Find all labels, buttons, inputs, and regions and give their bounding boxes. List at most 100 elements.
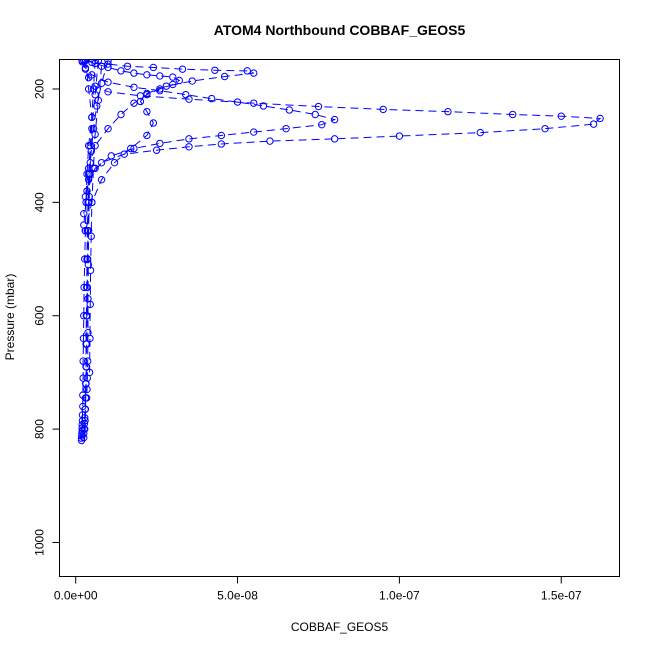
x-axis: 0.0e+00 5.0e-08 1.0e-07 1.5e-07 xyxy=(54,576,582,603)
data-point xyxy=(88,71,96,79)
data-point xyxy=(330,135,339,143)
data-point xyxy=(152,146,161,154)
data-point xyxy=(130,83,138,91)
data-point xyxy=(156,72,164,80)
data-point xyxy=(185,143,193,151)
data-point xyxy=(444,107,452,116)
data-point xyxy=(220,72,229,81)
data-point xyxy=(85,368,94,377)
data-point xyxy=(127,144,135,153)
data-point xyxy=(211,66,219,74)
data-point xyxy=(81,405,90,413)
series-line xyxy=(86,60,99,398)
data-point xyxy=(91,130,99,139)
data-point xyxy=(82,380,90,388)
y-axis: 200 400 600 800 1000 xyxy=(33,79,60,556)
data-point xyxy=(178,65,187,73)
data-point xyxy=(97,79,106,88)
data-point xyxy=(250,69,258,77)
chart-title: ATOM4 Northbound COBBAF_GEOS5 xyxy=(214,22,466,38)
y-axis-label: Pressure (mbar) xyxy=(3,274,17,361)
data-point xyxy=(104,88,112,96)
data-point xyxy=(266,137,274,145)
data-point xyxy=(130,69,138,77)
data-point xyxy=(80,429,88,438)
data-point xyxy=(89,164,98,173)
data-point xyxy=(94,96,103,105)
data-point xyxy=(557,112,565,120)
data-point xyxy=(182,90,190,99)
data-point xyxy=(120,150,128,158)
data-point xyxy=(97,158,106,167)
data-point xyxy=(541,124,549,133)
x-axis-label: COBBAF_GEOS5 xyxy=(291,620,389,634)
data-point xyxy=(285,106,294,114)
data-point xyxy=(243,67,251,75)
data-point xyxy=(156,85,164,93)
y-tick-label: 1000 xyxy=(33,529,47,556)
y-tick-label: 400 xyxy=(33,192,47,212)
data-point xyxy=(80,433,88,442)
data-point xyxy=(143,131,151,140)
data-point xyxy=(80,312,88,320)
data-point xyxy=(86,300,94,309)
data-point xyxy=(86,266,95,275)
data-point xyxy=(282,124,290,133)
data-point xyxy=(94,59,103,65)
data-point xyxy=(149,119,158,127)
y-tick-label: 800 xyxy=(33,419,47,439)
data-point xyxy=(217,131,226,140)
data-point xyxy=(233,98,242,106)
data-point xyxy=(86,141,94,150)
series-line xyxy=(84,60,109,430)
data-point xyxy=(149,63,158,72)
data-point xyxy=(82,198,90,207)
data-point xyxy=(117,110,125,119)
data-point xyxy=(314,102,323,111)
data-point xyxy=(84,85,93,93)
data-point xyxy=(117,67,125,75)
data-point xyxy=(82,394,91,402)
data-point xyxy=(259,102,268,110)
data-point xyxy=(508,110,517,119)
data-point xyxy=(107,152,115,160)
data-point xyxy=(143,90,151,99)
data-point xyxy=(97,175,106,184)
data-point xyxy=(596,114,604,123)
x-tick-label: 1.5e-07 xyxy=(541,589,582,603)
series-9 xyxy=(85,62,106,377)
data-point xyxy=(88,198,96,207)
data-point xyxy=(80,209,88,218)
data-point xyxy=(330,115,339,124)
data-point xyxy=(589,120,598,128)
data-point xyxy=(169,80,177,89)
series-line xyxy=(83,60,254,231)
data-point xyxy=(250,99,258,107)
data-point xyxy=(81,425,89,433)
x-tick-label: 0.0e+00 xyxy=(54,589,98,603)
data-point xyxy=(311,110,319,119)
data-point xyxy=(81,59,90,65)
data-point xyxy=(476,128,485,137)
y-tick-label: 600 xyxy=(33,305,47,325)
data-point xyxy=(207,94,216,103)
data-point xyxy=(395,132,404,140)
y-tick-label: 200 xyxy=(33,79,47,99)
series-3 xyxy=(80,59,258,235)
data-point xyxy=(143,107,151,116)
data-point xyxy=(97,62,106,71)
data-point xyxy=(130,99,138,107)
data-point xyxy=(217,140,226,148)
series-line xyxy=(81,60,602,214)
data-point xyxy=(86,334,94,343)
data-point xyxy=(156,139,164,148)
data-point xyxy=(143,71,151,79)
data-point xyxy=(83,385,91,394)
data-layer xyxy=(77,59,604,445)
data-point xyxy=(175,76,183,85)
data-point xyxy=(91,90,99,99)
data-point xyxy=(250,128,258,136)
data-point xyxy=(169,73,177,81)
